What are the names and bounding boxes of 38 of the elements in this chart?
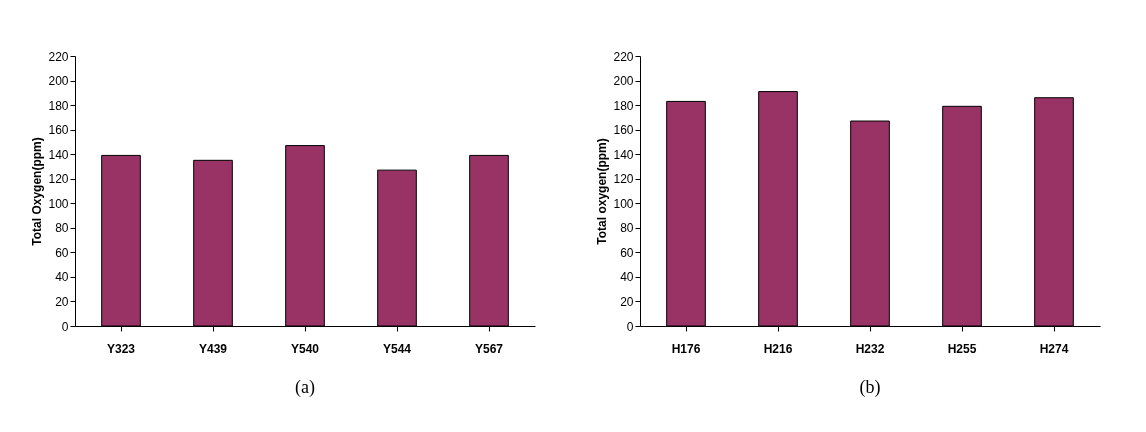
x-tick-label: H176	[671, 341, 701, 356]
x-tick-label: Y323	[106, 341, 136, 356]
text: (a)	[295, 377, 315, 398]
y-tick-label: 220	[48, 49, 69, 64]
y-tick-label: 200	[48, 74, 69, 89]
x-tick-label: H255	[947, 341, 977, 356]
text: (b)	[859, 377, 881, 398]
y-axis-title: Total Oxygen(ppm)	[30, 137, 45, 246]
x-tick-label: Y540	[290, 341, 320, 356]
y-tick-label: 60	[55, 245, 69, 260]
x-tick-label: H232	[855, 341, 885, 356]
y-tick-label: 120	[613, 172, 634, 187]
y-tick-label: 200	[613, 74, 634, 89]
y-tick-label: 120	[48, 172, 69, 187]
x-tick-label: Y567	[474, 341, 504, 356]
x-tick-label: Y544	[382, 341, 412, 356]
y-tick-label: 40	[620, 270, 634, 285]
y-axis-title: Total oxygen(ppm)	[595, 138, 610, 245]
y-tick-label: 180	[48, 98, 69, 113]
y-tick-label: 140	[48, 147, 69, 162]
y-tick-label: 180	[613, 98, 634, 113]
y-tick-label: 60	[620, 245, 634, 260]
x-tick-label: H216	[763, 341, 793, 356]
y-tick-label: 20	[620, 294, 634, 309]
y-tick-label: 0	[61, 319, 69, 334]
y-tick-label: 140	[613, 147, 634, 162]
y-tick-label: 40	[55, 270, 69, 285]
y-tick-label: 160	[613, 123, 634, 138]
y-tick-label: 100	[48, 196, 69, 211]
y-tick-label: 0	[626, 319, 634, 334]
y-tick-label: 80	[55, 221, 69, 236]
y-tick-label: 100	[613, 196, 634, 211]
x-tick-label: Y439	[198, 341, 228, 356]
y-tick-label: 160	[48, 123, 69, 138]
y-tick-label: 220	[613, 49, 634, 64]
y-tick-label: 80	[620, 221, 634, 236]
x-tick-label: H274	[1039, 341, 1069, 356]
y-tick-label: 20	[55, 294, 69, 309]
